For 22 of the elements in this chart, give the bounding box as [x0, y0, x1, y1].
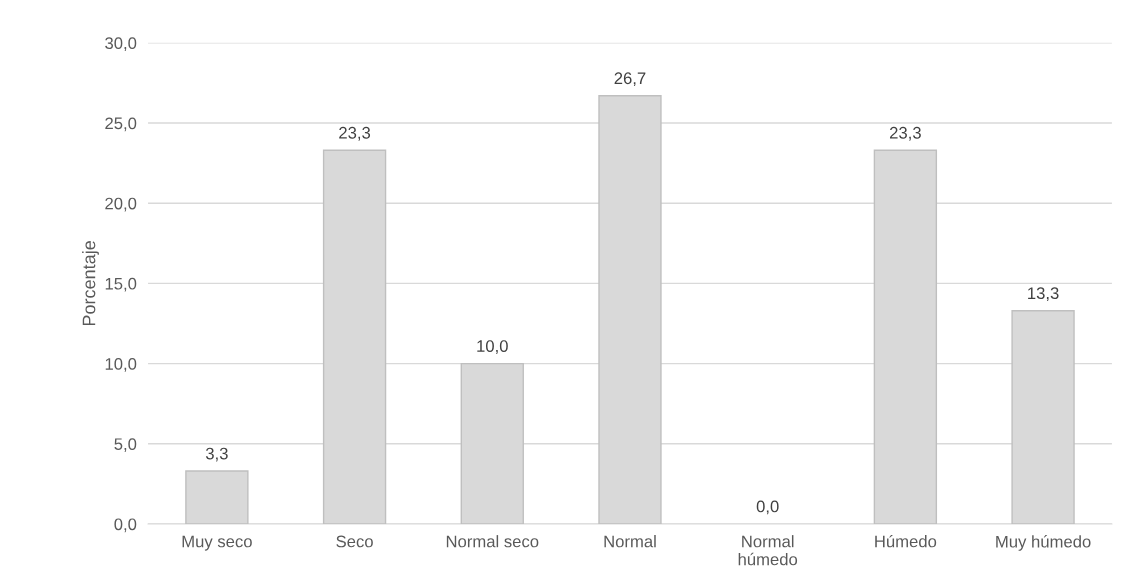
y-tick-label: 15,0 — [105, 277, 137, 292]
y-tick-label: 20,0 — [105, 197, 137, 212]
x-tick-label: Muy seco — [182, 535, 252, 551]
data-label: 23,3 — [339, 126, 371, 141]
x-tick-label: Normal húmedo — [738, 535, 798, 566]
y-tick-label: 0,0 — [114, 518, 137, 533]
x-tick-label: Normal seco — [446, 535, 539, 548]
data-label: 0,0 — [756, 500, 779, 515]
data-label: 13,3 — [1028, 287, 1059, 302]
data-label: 3,3 — [205, 447, 228, 462]
y-tick-label: 30,0 — [105, 37, 137, 52]
y-tick-label: 25,0 — [105, 117, 137, 132]
data-label: 23,3 — [889, 126, 921, 141]
y-axis-title: Porcentaje — [82, 241, 99, 326]
x-tick-label: Húmedo — [875, 534, 937, 548]
y-tick-label: 5,0 — [114, 438, 137, 452]
x-tick-label: Seco — [336, 535, 373, 548]
y-tick-label: 10,0 — [105, 358, 137, 372]
data-label: 26,7 — [614, 72, 646, 87]
x-tick-label: Muy húmedo — [996, 535, 1091, 551]
x-tick-label: Normal — [604, 535, 656, 548]
data-label: 10,0 — [477, 340, 508, 354]
